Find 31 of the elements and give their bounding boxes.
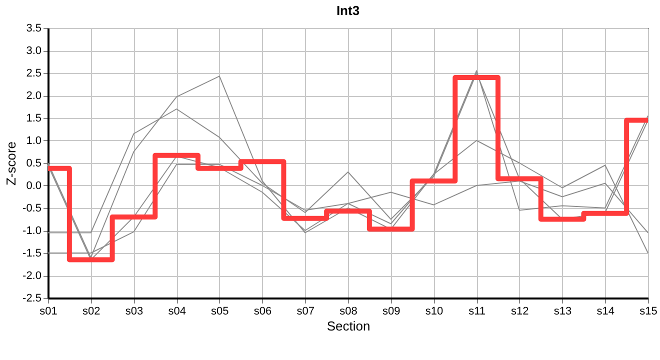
x-tick-label: s08 <box>340 306 358 318</box>
x-tick-label: s12 <box>511 306 529 318</box>
y-axis-title: Z-score <box>4 141 19 186</box>
x-tick-label: s05 <box>211 306 229 318</box>
y-tick-label: -2.0 <box>22 270 42 282</box>
x-tick-label: s07 <box>296 306 315 318</box>
y-tick-label: 2.0 <box>26 90 42 102</box>
x-tick-label: s13 <box>554 306 572 318</box>
y-tick-label: 0.5 <box>26 158 42 170</box>
y-tick-label: 3.0 <box>26 45 42 57</box>
y-tick-label: 1.5 <box>26 112 42 124</box>
x-tick-label: s06 <box>254 306 272 318</box>
x-tick-label: s02 <box>82 306 100 318</box>
x-tick-label: s14 <box>596 306 615 318</box>
x-tick-label: s03 <box>125 306 144 318</box>
chart-title: Int3 <box>336 3 360 18</box>
y-tick-label: 1.0 <box>26 135 42 147</box>
x-tick-label: s04 <box>168 306 186 318</box>
y-tick-label: -2.5 <box>22 292 42 304</box>
y-tick-label: 3.5 <box>26 22 42 34</box>
y-tick-label: -1.5 <box>22 248 42 260</box>
y-tick-label: -0.5 <box>22 202 42 214</box>
x-tick-label: s09 <box>382 306 400 318</box>
y-tick-label: 2.5 <box>26 68 42 80</box>
x-tick-label: s11 <box>468 306 486 318</box>
x-axis-title: Section <box>326 318 370 334</box>
x-tick-label: s15 <box>640 306 658 318</box>
y-tick-label: 0.0 <box>26 180 42 192</box>
y-tick-label: -1.0 <box>22 225 42 237</box>
x-tick-label: s01 <box>40 306 58 318</box>
x-tick-label: s10 <box>425 306 444 318</box>
